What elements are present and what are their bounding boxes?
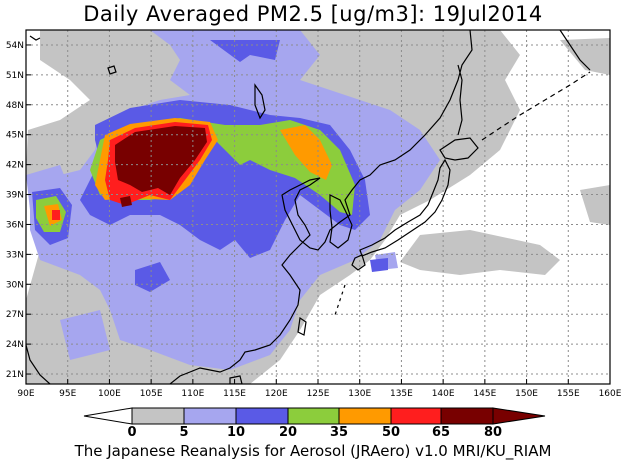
lat-tick-label: 27N — [6, 310, 24, 320]
lat-tick-label: 48N — [6, 101, 24, 111]
coastlines — [26, 30, 591, 384]
lon-tick-label: 130E — [348, 389, 371, 399]
colorbar-segment — [440, 407, 494, 425]
orange-region-east — [280, 125, 332, 180]
colorbar-label: 65 — [432, 425, 450, 440]
lat-tick-label: 51N — [6, 71, 24, 81]
colorbar-segment — [338, 407, 392, 425]
darkred-region-core — [115, 126, 207, 195]
colorbar-segment — [492, 407, 546, 425]
coast-taiwan — [297, 316, 307, 336]
colorbar-label: 5 — [179, 425, 188, 440]
footer-caption: The Japanese Reanalysis for Aerosol (JRA… — [74, 442, 552, 460]
lon-tick-label: 135E — [390, 389, 413, 399]
lat-tick-label: 30N — [6, 280, 24, 290]
colorbar-segment — [183, 407, 237, 425]
coast-hainan — [229, 375, 243, 384]
lat-tick-label: 54N — [6, 41, 24, 51]
colorbar-label: 35 — [330, 425, 348, 440]
coast-korea — [329, 194, 353, 249]
lat-tick-label: 39N — [6, 191, 24, 201]
colorbar-label: 50 — [382, 425, 400, 440]
pm-level-80-plus — [115, 126, 207, 207]
lon-tick-label: 110E — [181, 389, 204, 399]
lat-tick-label: 42N — [6, 161, 24, 171]
lat-tick-label: 21N — [6, 370, 24, 380]
gray-region-east — [560, 38, 610, 75]
coast-japan-honshu — [359, 158, 451, 257]
lon-tick-label: 145E — [473, 389, 496, 399]
lon-tick-label: 90E — [17, 389, 34, 399]
colorbar-segment — [131, 407, 185, 425]
coast-indochina — [26, 344, 51, 384]
gray-region-japan — [400, 230, 560, 275]
colorbar-segment — [235, 407, 289, 425]
map-gridlines — [26, 30, 610, 384]
latitude-axis: 21N 24N 27N 30N 33N 36N 39N 42N 45N 48N 51N 54N — [6, 41, 31, 380]
coast-japan-kyushu — [351, 254, 366, 271]
concentration-field — [26, 30, 610, 384]
lon-tick-label: 155E — [557, 389, 580, 399]
colorbar-segment — [390, 407, 442, 425]
colorbar: 0 5 10 20 35 50 65 80 — [83, 407, 546, 440]
lat-tick-label: 36N — [6, 220, 24, 230]
coast-lake-baikal — [254, 83, 266, 120]
coast-japan-hokkaido — [439, 137, 479, 161]
lon-tick-label: 140E — [432, 389, 455, 399]
coast-lake-north — [107, 65, 117, 75]
blue-region-korea — [370, 258, 388, 272]
red-region-west — [52, 210, 60, 220]
coast-lake-balkhash — [29, 35, 41, 41]
colorbar-label: 0 — [127, 425, 136, 440]
lightblue-region-south — [60, 310, 110, 360]
colorbar-label: 10 — [227, 425, 245, 440]
lon-tick-label: 125E — [307, 389, 330, 399]
lat-tick-label: 45N — [6, 131, 24, 141]
lon-tick-label: 120E — [265, 389, 288, 399]
coast-kamchatka — [559, 30, 591, 71]
lon-tick-label: 150E — [515, 389, 538, 399]
lon-tick-label: 95E — [59, 389, 76, 399]
longitude-axis: 90E 95E 100E 105E 110E 115E 120E 125E 130E 135E 14… — [17, 379, 622, 399]
coast-ryukyu — [334, 284, 346, 316]
coast-sakhalin — [457, 64, 463, 136]
darkred-region-small — [120, 196, 132, 207]
colorbar-segment — [287, 407, 340, 425]
coast-kurils — [481, 71, 591, 141]
lat-tick-label: 33N — [6, 250, 24, 260]
colorbar-label: 80 — [484, 425, 502, 440]
lon-tick-label: 105E — [140, 389, 163, 399]
gray-region-southeast — [580, 185, 610, 225]
lon-tick-label: 160E — [599, 389, 622, 399]
colorbar-segment — [83, 407, 133, 425]
blue-region-north — [210, 40, 280, 62]
colorbar-label: 20 — [279, 425, 297, 440]
lon-tick-label: 115E — [223, 389, 246, 399]
lat-tick-label: 24N — [6, 340, 24, 350]
coast-china-korea-russia — [169, 30, 473, 384]
map-title: Daily Averaged PM2.5 [ug/m3]: 19Jul2014 — [83, 2, 543, 26]
lon-tick-label: 100E — [98, 389, 121, 399]
